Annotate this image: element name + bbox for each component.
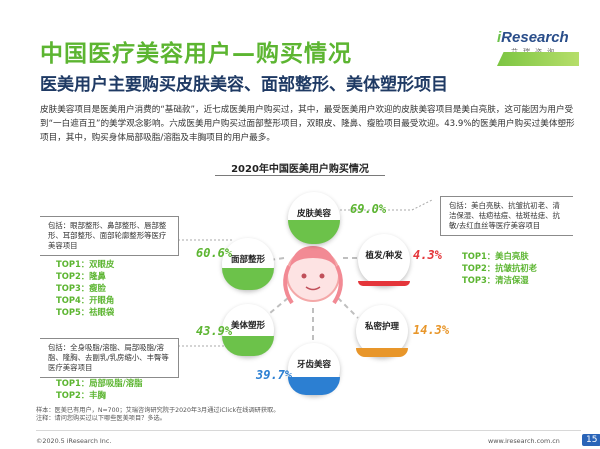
- footnote-sample: 样本：医美已有用户，N=700；艾瑞咨询研究院于2020年3月通过iClick在…: [36, 407, 280, 414]
- node-private-fill: [356, 348, 408, 357]
- footer-divider: [36, 430, 581, 431]
- connector-private: [337, 297, 359, 319]
- box-body-description: 包括：全身吸脂/溶脂、局部吸脂/溶脂、隆胸、去副乳/乳房缩小、丰臀等医疗美容项目: [40, 338, 179, 378]
- node-body-shaping: 美体塑形: [222, 304, 274, 356]
- tops-face-item: TOP5：祛眼袋: [56, 307, 115, 317]
- pct-hair: 4.3%: [413, 248, 442, 262]
- tops-body-item: TOP2：丰胸: [56, 390, 106, 400]
- node-face-surgery: 面部整形: [222, 238, 274, 290]
- page-title: 中国医疗美容用户—购买情况: [40, 41, 352, 67]
- pct-body: 43.9%: [196, 324, 233, 338]
- tops-skin-item: TOP2：抗皱抗初老: [462, 263, 538, 273]
- tops-face-item: TOP3：瘦脸: [56, 283, 106, 293]
- node-body-label: 美体塑形: [230, 321, 265, 331]
- box-skin-description: 包括：美白亮肤、抗皱抗初老、清洁保湿、祛疤祛痘、祛斑祛痣、抗敏/去红血丝等医疗美…: [440, 196, 573, 236]
- tops-face-item: TOP2：隆鼻: [56, 271, 106, 281]
- tops-skin-item: TOP3：清洁保湿: [462, 275, 529, 285]
- tops-face-list: TOP1：双眼皮 TOP2：隆鼻 TOP3：瘦脸 TOP4：开眼角 TOP5：祛…: [56, 258, 114, 318]
- center-face-figure: [283, 246, 343, 305]
- footnote: 样本：医美已有用户，N=700；艾瑞咨询研究院于2020年3月通过iClick在…: [36, 407, 279, 423]
- tops-body-list: TOP1：局部吸脂/溶脂 TOP2：丰胸: [56, 377, 142, 401]
- connector-face: [255, 257, 285, 263]
- node-skin-label: 皮肤美容: [296, 209, 331, 219]
- leader-skin: [340, 199, 433, 211]
- chart-title-underline: [215, 175, 385, 176]
- node-hair-transplant: 植发/种发: [358, 234, 410, 286]
- tops-skin-item: TOP1：美白亮肤: [462, 251, 529, 261]
- pct-face: 60.6%: [196, 246, 233, 260]
- box-face-description: 包括：眼部整形、鼻部整形、唇部整形、耳部整形、面部轮廓整形等医疗美容项目: [40, 216, 179, 256]
- pct-dental: 39.7%: [256, 368, 293, 382]
- footnote-note: 注释：请问您购买过以下哪些医美项目？多选。: [36, 415, 166, 422]
- node-dental-label: 牙齿美容: [296, 360, 331, 370]
- page-subtitle: 医美用户主要购买皮肤美容、面部整形、美体塑形项目: [40, 75, 448, 95]
- node-face-fill: [222, 268, 274, 290]
- tops-skin-list: TOP1：美白亮肤 TOP2：抗皱抗初老 TOP3：清洁保湿: [462, 250, 537, 286]
- tops-face-item: TOP4：开眼角: [56, 295, 115, 305]
- pct-skin: 69.0%: [350, 202, 387, 216]
- node-face-label: 面部整形: [230, 255, 265, 265]
- page-number: 15: [582, 434, 600, 446]
- tops-body-item: TOP1：局部吸脂/溶脂: [56, 378, 143, 388]
- tops-face-item: TOP1：双眼皮: [56, 259, 115, 269]
- node-body-fill: [222, 336, 274, 356]
- website-link[interactable]: www.iresearch.com.cn: [488, 437, 560, 445]
- copyright: ©2020.5 iResearch Inc.: [36, 437, 112, 445]
- node-private-label: 私密护理: [364, 322, 399, 332]
- node-hair-label: 植发/种发: [365, 251, 403, 261]
- node-skin-beauty: 皮肤美容: [288, 192, 340, 244]
- logo-green-bar: [497, 52, 579, 66]
- lead-paragraph: 皮肤美容项目是医美用户消费的“基础款”，近七成医美用户购买过，其中，最受医美用户…: [40, 105, 575, 143]
- node-private-care: 私密护理: [356, 305, 408, 357]
- iresearch-logo: iResearch 艾瑞咨询: [497, 29, 579, 70]
- node-dental-fill: [288, 377, 340, 395]
- logo-brand-rest: Research: [501, 29, 569, 46]
- pct-private: 14.3%: [413, 323, 450, 337]
- chart-title: 2020年中国医美用户购买情况: [231, 164, 369, 175]
- logo-brand-prefix: i: [497, 29, 502, 46]
- node-dental-beauty: 牙齿美容: [288, 343, 340, 395]
- node-hair-fill: [358, 281, 410, 286]
